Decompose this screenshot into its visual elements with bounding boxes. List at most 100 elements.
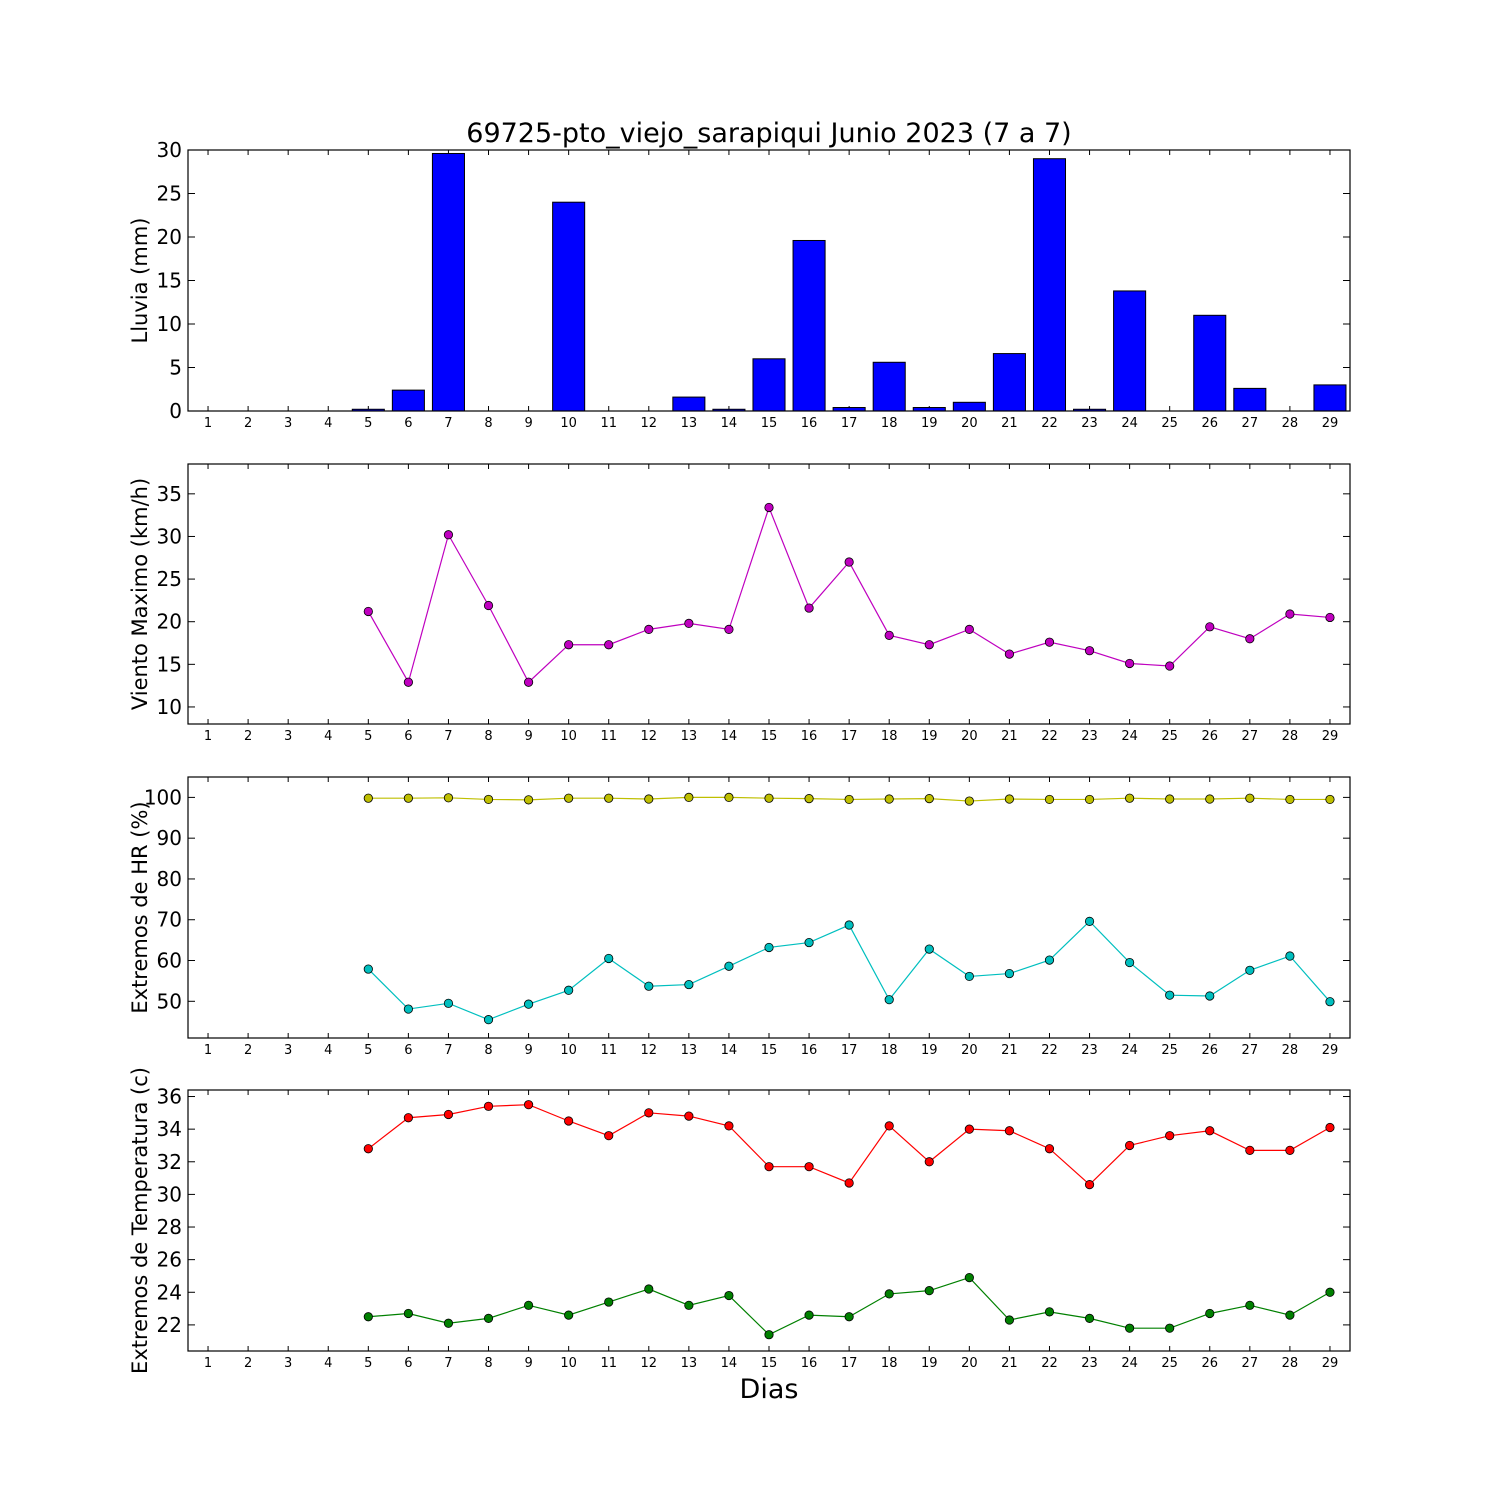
humidity-series-point-2: [924, 944, 934, 954]
temperature-y-tick-label: 34: [157, 1117, 182, 1141]
temperature-x-tick-label: 19: [921, 1356, 938, 1371]
wind-x-tick-label: 1: [204, 729, 212, 744]
rain-x-tick-label: 16: [801, 416, 818, 431]
humidity-x-tick-label: 21: [1001, 1043, 1018, 1058]
rain-y-axis-label: Lluvia (mm): [128, 218, 152, 344]
temperature-series-point-1: [924, 1157, 934, 1167]
wind-series-point-1: [1245, 634, 1255, 644]
humidity-x-tick-label: 10: [560, 1043, 577, 1058]
humidity-y-axis-label: Extremos de HR (%): [128, 801, 152, 1013]
humidity-series-point-1: [764, 793, 774, 803]
wind-series-point-1: [804, 603, 814, 613]
humidity-x-tick-label: 13: [681, 1043, 698, 1058]
rain-y-tick-label: 25: [157, 182, 182, 206]
humidity-x-tick-label: 26: [1201, 1043, 1218, 1058]
humidity-x-tick-label: 24: [1121, 1043, 1138, 1058]
rain-x-tick-label: 11: [600, 416, 617, 431]
temperature-series-point-2: [724, 1290, 734, 1301]
temperature-series-point-2: [1084, 1313, 1095, 1323]
humidity-y-tick-label: 70: [157, 908, 182, 932]
wind-x-tick-label: 10: [560, 729, 577, 744]
rain-x-tick-label: 19: [921, 416, 938, 431]
wind-x-tick-label: 15: [761, 729, 778, 744]
rain-x-tick-label: 2: [244, 416, 252, 431]
humidity-series-point-2: [1044, 955, 1055, 965]
rain-bar: [431, 152, 465, 412]
rain-y-tick-label: 15: [157, 269, 182, 293]
rain-bar: [872, 361, 906, 412]
temperature-x-tick-label: 16: [801, 1356, 818, 1371]
wind-x-tick-label: 8: [484, 729, 492, 744]
temperature-x-tick-label: 20: [961, 1356, 978, 1371]
humidity-series-point-2: [363, 964, 373, 974]
rain-bar: [1233, 387, 1267, 412]
temperature-series-point-2: [1205, 1308, 1215, 1319]
temperature-series-point-1: [884, 1121, 894, 1131]
humidity-series-point-2: [804, 937, 814, 948]
rain-bar: [1313, 384, 1347, 412]
rain-x-tick-label: 27: [1242, 416, 1259, 431]
humidity-series-point-1: [1004, 794, 1015, 804]
humidity-series-point-2: [1004, 968, 1015, 979]
temperature-series-point-1: [964, 1124, 974, 1134]
temperature-x-tick-label: 3: [284, 1356, 292, 1371]
wind-x-tick-label: 3: [284, 729, 292, 744]
temperature-series-point-1: [1205, 1126, 1215, 1136]
wind-y-axis-label: Viento Maximo (km/h): [128, 478, 152, 710]
wind-series-point-1: [1044, 637, 1055, 647]
humidity-series-point-1: [1125, 793, 1135, 803]
temperature-y-tick-label: 26: [157, 1248, 182, 1272]
humidity-x-tick-label: 2: [244, 1043, 252, 1058]
humidity-series-point-1: [483, 794, 494, 805]
rain-y-tick-label: 20: [157, 225, 182, 249]
wind-x-tick-label: 5: [364, 729, 372, 744]
temperature-x-tick-label: 2: [244, 1356, 252, 1371]
wind-series-point-1: [724, 624, 734, 634]
wind-series-point-1: [604, 640, 614, 650]
temperature-series-point-1: [403, 1113, 413, 1123]
wind-series-point-1: [483, 600, 494, 611]
humidity-series-point-2: [844, 920, 854, 930]
humidity-x-tick-label: 12: [641, 1043, 658, 1058]
temperature-series-point-2: [684, 1300, 694, 1310]
rain-panel: 1 2 3 4 5 6 7 8 9 10 11 12 13 14 15 16 17 18 19 20 21 22 23 24 2…: [128, 138, 1351, 431]
wind-y-tick-label: 15: [157, 652, 182, 676]
humidity-plot-frame: [187, 776, 1351, 1039]
temperature-x-tick-label: 29: [1322, 1356, 1339, 1371]
temperature-series-point-1: [804, 1162, 814, 1172]
rain-x-tick-label: 5: [364, 416, 372, 431]
wind-x-tick-label: 2: [244, 729, 252, 744]
wind-y-tick-label: 20: [157, 610, 182, 634]
temperature-series-point-2: [604, 1297, 614, 1307]
rain-x-tick-label: 8: [484, 416, 492, 431]
wind-series-point-1: [1125, 658, 1135, 669]
humidity-y-tick-label: 100: [144, 785, 182, 809]
humidity-series-point-2: [604, 953, 614, 964]
wind-x-tick-label: 23: [1081, 729, 1098, 744]
humidity-series-point-2: [1205, 991, 1215, 1001]
wind-series-point-1: [443, 530, 454, 540]
humidity-y-tick-label: 80: [157, 867, 182, 891]
wind-series-point-1: [1004, 649, 1015, 659]
humidity-series-point-2: [1084, 916, 1095, 926]
humidity-x-tick-label: 16: [801, 1043, 818, 1058]
wind-series-point-1: [1285, 609, 1295, 619]
temperature-series-point-2: [443, 1318, 454, 1328]
temperature-x-tick-label: 9: [524, 1356, 532, 1371]
wind-series-point-1: [884, 630, 894, 640]
wind-series-point-1: [403, 677, 413, 687]
temperature-series-point-1: [363, 1144, 373, 1154]
temperature-series-point-1: [443, 1109, 454, 1120]
wind-x-tick-label: 24: [1121, 729, 1138, 744]
humidity-x-tick-label: 27: [1242, 1043, 1259, 1058]
temperature-series-point-1: [1125, 1140, 1135, 1151]
rain-bar: [752, 358, 786, 412]
temperature-series-point-1: [764, 1162, 774, 1172]
humidity-y-tick-label: 60: [157, 949, 182, 973]
wind-series-point-1: [924, 640, 934, 650]
humidity-series-point-1: [564, 793, 574, 803]
temperature-x-tick-label: 15: [761, 1356, 778, 1371]
temperature-series-point-2: [964, 1272, 974, 1283]
rain-y-tick-label: 5: [169, 356, 182, 380]
